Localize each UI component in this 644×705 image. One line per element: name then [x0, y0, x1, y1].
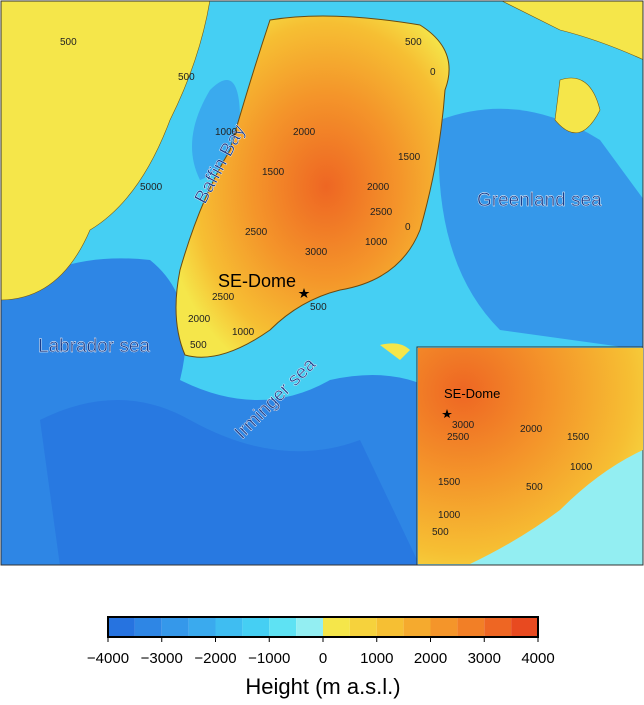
contour-label: 0 — [405, 222, 411, 233]
contour-label: 2000 — [188, 314, 211, 325]
contour-label: 1000 — [365, 237, 388, 248]
colorbar-segment — [188, 617, 216, 637]
contour-label: 500 — [190, 340, 207, 351]
contour-label: 1000 — [438, 510, 461, 521]
contour-label: 500 — [526, 482, 543, 493]
contour-label: 2500 — [212, 292, 235, 303]
colorbar-segment — [215, 617, 243, 637]
colorbar-segment — [430, 617, 458, 637]
colorbar-tick-label: −2000 — [194, 650, 236, 667]
colorbar-segment — [403, 617, 431, 637]
colorbar-tick-label: −4000 — [87, 650, 129, 667]
map-label: SE-Dome — [218, 271, 296, 291]
map-label: Greenland sea — [477, 190, 602, 211]
contour-label: 3000 — [305, 247, 328, 258]
contour-label: 1000 — [570, 462, 593, 473]
contour-label: 2500 — [447, 432, 470, 443]
colorbar-tick-label: 3000 — [468, 650, 501, 667]
contour-label: 0 — [430, 67, 436, 78]
colorbar-segment — [376, 617, 404, 637]
colorbar-segment — [108, 617, 135, 637]
colorbar-tick-label: −1000 — [248, 650, 290, 667]
contour-label: 1000 — [215, 127, 238, 138]
contour-label: 500 — [60, 37, 77, 48]
contour-label: 500 — [405, 37, 422, 48]
contour-label: 1500 — [398, 152, 421, 163]
contour-label: 3000 — [452, 420, 475, 431]
contour-label: 1000 — [232, 327, 255, 338]
contour-label: 2500 — [245, 227, 268, 238]
colorbar-tick-label: 2000 — [414, 650, 447, 667]
colorbar-segment — [349, 617, 377, 637]
colorbar-segment — [484, 617, 512, 637]
colorbar-segment — [161, 617, 189, 637]
contour-label: 2000 — [520, 424, 543, 435]
colorbar-tick-label: 1000 — [360, 650, 393, 667]
colorbar-segment — [511, 617, 538, 637]
contour-label: 1500 — [262, 167, 285, 178]
contour-label: 2500 — [370, 207, 393, 218]
contour-label: 1500 — [567, 432, 590, 443]
colorbar-segment — [296, 617, 323, 637]
inset-label: SE-Dome — [444, 386, 500, 401]
colorbar-segment — [323, 617, 350, 637]
colorbar-tick-label: 4000 — [521, 650, 554, 667]
star — [298, 288, 310, 298]
colorbar-tick-label: 0 — [319, 650, 327, 667]
contour-label: 5000 — [140, 182, 163, 193]
colorbar-segment — [457, 617, 485, 637]
inset: SE-Dome — [416, 346, 644, 566]
colorbar-segment — [134, 617, 162, 637]
contour-label: 2000 — [293, 127, 316, 138]
map-frame — [0, 0, 644, 566]
map-label: Labrador sea — [38, 336, 150, 357]
colorbar-segment — [242, 617, 270, 637]
contour-label: 500 — [432, 527, 449, 538]
colorbar-tick-label: −3000 — [141, 650, 183, 667]
colorbar-label: Height (m a.s.l.) — [245, 674, 400, 699]
map — [1, 1, 643, 565]
contour-label: 2000 — [367, 182, 390, 193]
colorbar-segment — [269, 617, 297, 637]
contour-label: 500 — [178, 72, 195, 83]
contour-label: 1500 — [438, 477, 461, 488]
contour-label: 500 — [310, 302, 327, 313]
